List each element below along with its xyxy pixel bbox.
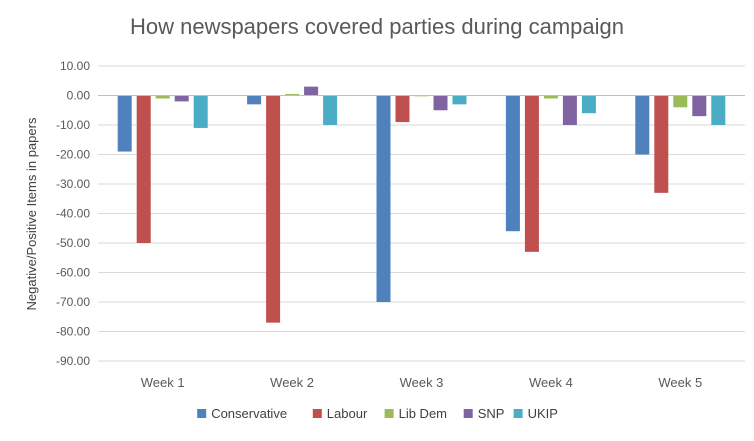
bar [117, 95, 132, 152]
bar [433, 95, 448, 111]
legend-swatch [463, 409, 473, 418]
legend-swatch [513, 409, 523, 418]
bar [692, 95, 707, 117]
bar [543, 95, 558, 99]
bar [711, 95, 726, 125]
y-tick-label: -30.00 [56, 177, 90, 191]
bar [174, 95, 189, 102]
bar [304, 86, 319, 96]
bar [524, 95, 539, 252]
x-tick-label: Week 5 [658, 375, 702, 390]
bar [581, 95, 596, 114]
bar [193, 95, 208, 128]
bar [673, 95, 688, 108]
bar [247, 95, 262, 105]
bar [635, 95, 650, 155]
legend-label: Lib Dem [399, 406, 447, 421]
y-tick-label: -40.00 [56, 207, 90, 221]
chart-title: How newspapers covered parties during ca… [129, 14, 625, 39]
legend-label: Labour [327, 406, 368, 421]
bar [562, 95, 577, 125]
bar [323, 95, 338, 125]
bar [376, 95, 391, 302]
gridlines [98, 65, 745, 362]
y-tick-label: -50.00 [56, 236, 90, 250]
bar [395, 95, 410, 123]
bar [266, 95, 281, 323]
legend: Conservative Labour Lib Dem SNP UKIP [197, 406, 558, 421]
x-tick-label: Week 3 [400, 375, 444, 390]
bars [117, 86, 726, 323]
bar [505, 95, 520, 232]
bar [452, 95, 467, 105]
y-axis-label: Negative/Positive Items in papers [24, 117, 39, 310]
y-tick-label: -80.00 [56, 325, 90, 339]
y-tick-label: -60.00 [56, 266, 90, 280]
y-tick-label: 10.00 [60, 59, 90, 73]
legend-swatch [384, 409, 394, 418]
legend-swatch [197, 409, 207, 418]
y-tick-label: -90.00 [56, 354, 90, 368]
legend-label: UKIP [528, 406, 558, 421]
x-tick-label: Week 4 [529, 375, 573, 390]
legend-label: Conservative [211, 406, 287, 421]
y-tick-label: -70.00 [56, 295, 90, 309]
x-tick-label: Week 2 [270, 375, 314, 390]
legend-label: SNP [478, 406, 505, 421]
legend-swatch [312, 409, 322, 418]
bar [155, 95, 170, 99]
x-tick-label: Week 1 [141, 375, 185, 390]
bar [654, 95, 669, 193]
y-tick-label: -20.00 [56, 148, 90, 162]
bar [136, 95, 151, 243]
y-tick-label: 0.00 [67, 89, 91, 103]
y-tick-label: -10.00 [56, 118, 90, 132]
tick-labels: 10.00 0.00 -10.00 -20.00 -30.00 -40.00 -50.00 -… [56, 59, 702, 390]
bar [285, 94, 300, 96]
